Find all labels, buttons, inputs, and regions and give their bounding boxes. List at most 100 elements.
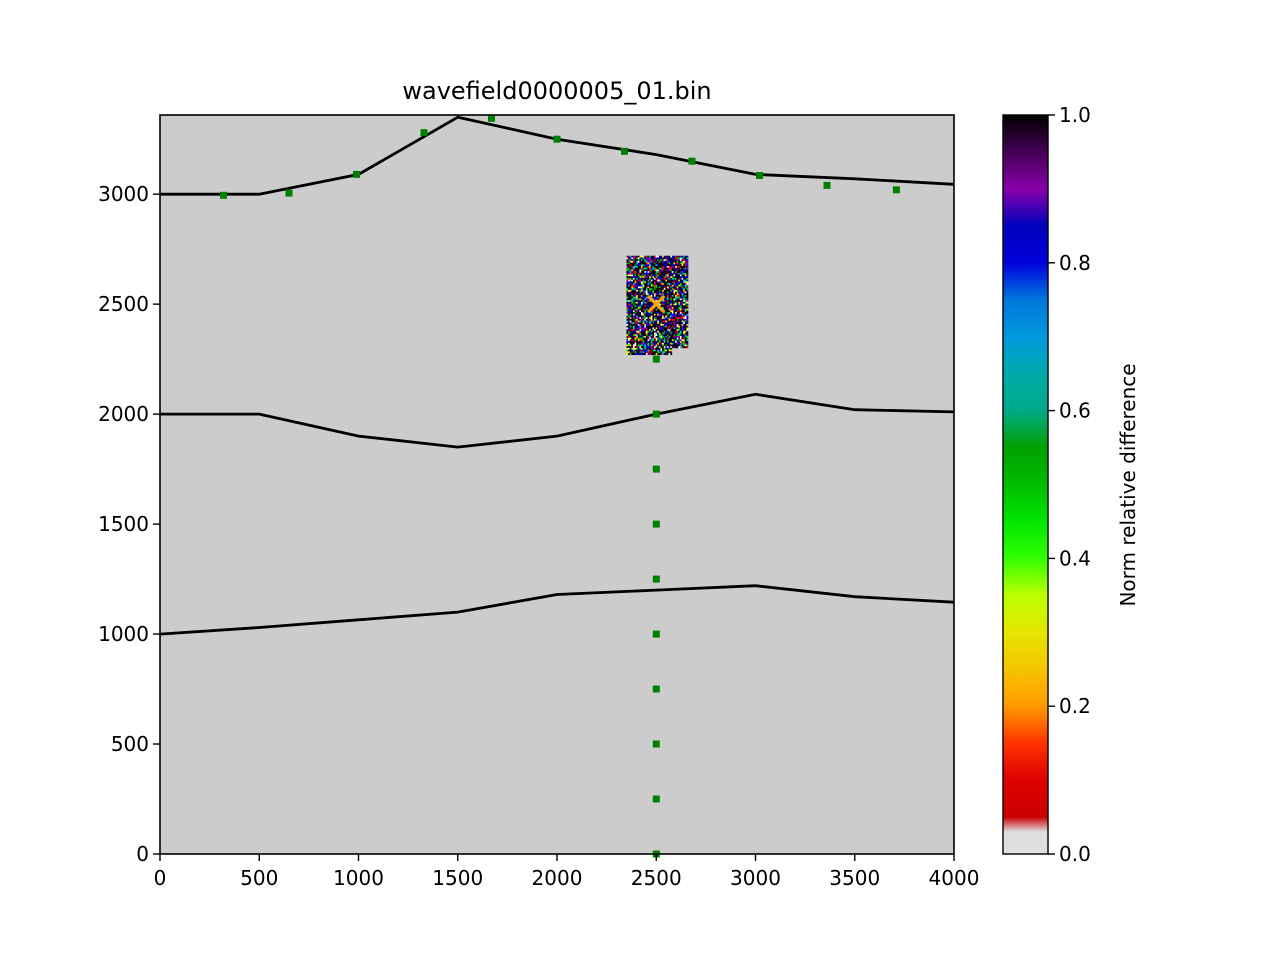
patch-cell (649, 306, 652, 309)
y-tick-label: 1000 (98, 622, 149, 646)
patch-cell (632, 296, 635, 299)
patch-cell (631, 296, 634, 299)
patch-cell (663, 337, 666, 340)
patch-cell (629, 322, 632, 325)
patch-cell (678, 301, 681, 304)
patch-cell (650, 269, 653, 272)
patch-cell (679, 317, 682, 320)
patch-cell (647, 272, 650, 275)
patch-cell (665, 272, 668, 275)
patch-cell (647, 312, 650, 315)
patch-cell (644, 339, 647, 342)
patch-cell (626, 264, 629, 267)
patch-cell (679, 271, 682, 274)
patch-cell (644, 284, 647, 287)
patch-cell (676, 279, 679, 282)
patch-cell (678, 293, 681, 296)
patch-cell (645, 283, 648, 286)
patch-cell (639, 351, 642, 354)
patch-cell (658, 330, 661, 333)
patch-cell (628, 272, 631, 275)
patch-cell (626, 318, 629, 321)
patch-cell (675, 312, 677, 315)
patch-cell (637, 329, 640, 332)
patch-cell (679, 295, 682, 298)
patch-cell (636, 329, 639, 332)
patch-cell (681, 313, 684, 316)
patch-cell (637, 296, 640, 299)
patch-cell (673, 320, 676, 323)
patch-cell (654, 289, 656, 292)
patch-cell (684, 257, 687, 260)
patch-cell (644, 281, 647, 284)
patch-cell (679, 322, 682, 325)
patch-cell (649, 260, 652, 263)
patch-cell (665, 322, 668, 325)
patch-cell (645, 339, 648, 342)
patch-cell (644, 313, 647, 316)
patch-cell (647, 281, 650, 284)
patch-cell (679, 310, 682, 313)
patch-cell (675, 305, 677, 308)
patch-cell (631, 269, 634, 272)
patch-cell (665, 306, 668, 309)
patch-cell (676, 286, 679, 289)
patch-cell (652, 313, 655, 316)
patch-cell (655, 262, 658, 265)
patch-cell (634, 274, 637, 277)
patch-cell (671, 325, 674, 328)
patch-cell (657, 329, 660, 332)
patch-cell (639, 281, 642, 284)
patch-cell (673, 318, 676, 321)
patch-cell (678, 305, 681, 308)
patch-cell (632, 293, 635, 296)
patch-cell (644, 306, 647, 309)
patch-cell (675, 303, 677, 306)
patch-cell (642, 325, 645, 328)
receiver-point (652, 575, 660, 583)
patch-cell (642, 347, 645, 350)
patch-cell (679, 325, 682, 328)
patch-cell (650, 312, 653, 315)
patch-cell (660, 312, 663, 315)
patch-cell (671, 335, 674, 338)
patch-cell (665, 279, 668, 282)
patch-cell (637, 300, 640, 303)
patch-cell (647, 298, 650, 301)
patch-cell (629, 346, 632, 349)
patch-cell (676, 288, 679, 291)
patch-cell (666, 312, 669, 315)
patch-cell (657, 291, 660, 294)
patch-cell (626, 271, 629, 274)
patch-cell (679, 289, 682, 292)
patch-cell (675, 255, 677, 258)
patch-cell (644, 308, 647, 311)
patch-cell (634, 301, 637, 304)
patch-cell (631, 306, 634, 309)
patch-cell (675, 344, 677, 347)
patch-cell (628, 325, 631, 328)
patch-cell (629, 335, 632, 338)
patch-cell (683, 260, 686, 263)
patch-cell (652, 264, 655, 267)
patch-cell (660, 277, 663, 280)
patch-cell (642, 306, 645, 309)
patch-cell (683, 301, 686, 304)
patch-cell (679, 298, 682, 301)
patch-cell (628, 260, 631, 263)
patch-cell (637, 335, 640, 338)
patch-cell (668, 291, 671, 294)
patch-cell (673, 313, 676, 316)
patch-cell (650, 274, 653, 277)
patch-cell (628, 269, 631, 272)
patch-cell (673, 288, 676, 291)
patch-cell (632, 262, 635, 265)
patch-cell (668, 346, 671, 349)
patch-cell (684, 262, 687, 265)
patch-cell (654, 298, 656, 301)
patch-cell (645, 346, 648, 349)
patch-cell (634, 353, 637, 356)
patch-cell (628, 327, 631, 330)
patch-cell (683, 300, 686, 303)
patch-cell (628, 330, 631, 333)
